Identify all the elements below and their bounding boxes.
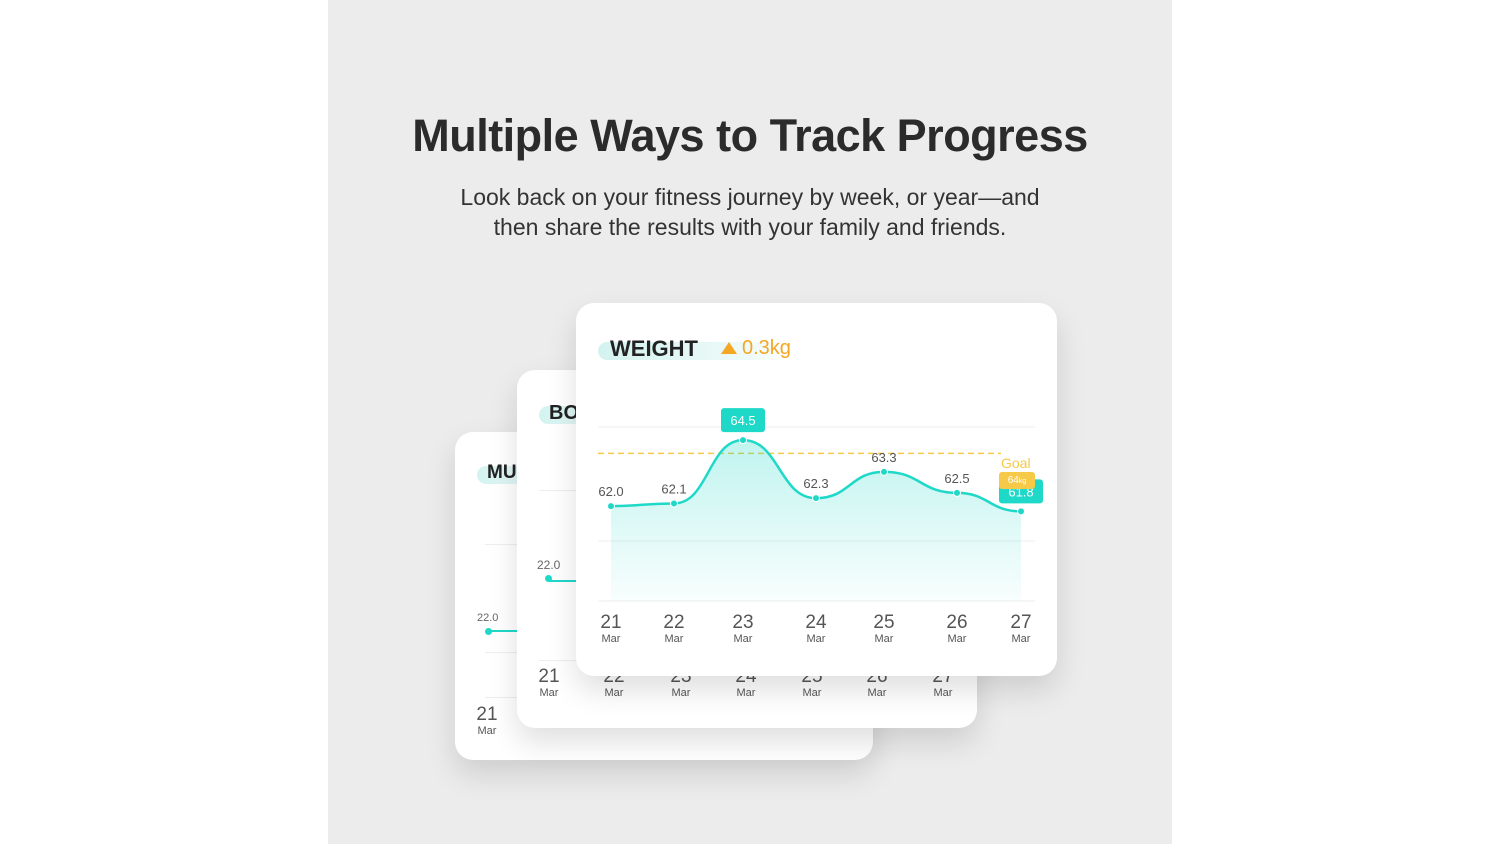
data-point xyxy=(739,436,747,445)
data-point xyxy=(953,488,961,497)
date-label: 23 Mar xyxy=(732,612,754,646)
date-label: 21 Mar xyxy=(600,612,622,646)
card-title: WEIGHT xyxy=(610,336,698,361)
card-title: MU xyxy=(487,462,517,483)
data-point xyxy=(880,467,888,476)
triangle-up-icon xyxy=(721,342,737,354)
data-point xyxy=(1017,507,1025,516)
data-label: 62.1 xyxy=(661,481,686,496)
page-title: Multiple Ways to Track Progress xyxy=(412,110,1088,161)
data-point xyxy=(670,499,678,508)
data-label: 63.3 xyxy=(871,450,896,465)
date-label: 27 Mar xyxy=(1010,612,1032,646)
data-label: 62.5 xyxy=(944,471,969,486)
data-point xyxy=(485,628,492,635)
date-label: 26 Mar xyxy=(946,612,968,646)
data-point xyxy=(607,502,615,511)
data-label: 64.5 xyxy=(730,413,755,428)
date-label: 21 Mar xyxy=(538,666,560,700)
weight-card[interactable]: WEIGHT 0.3kg 62.0 62.1 64.5 62.3 63.3 62.5 61.… xyxy=(576,303,1057,676)
subtitle-line: then share the results with your family … xyxy=(493,214,1007,240)
weight-change: 0.3kg xyxy=(742,337,791,359)
date-label: 25 Mar xyxy=(873,612,895,646)
page-subtitle: Look back on your fitness journey by wee… xyxy=(400,182,1100,242)
data-label: 62.0 xyxy=(598,484,623,499)
date-label: 24 Mar xyxy=(805,612,827,646)
data-point xyxy=(812,494,820,503)
value-badge xyxy=(721,408,765,433)
goal-label: Goal xyxy=(1001,455,1031,471)
data-label: 62.3 xyxy=(803,476,828,491)
date-label: 22 Mar xyxy=(663,612,685,646)
value-label: 22.0 xyxy=(477,612,499,624)
value-label: 22.0 xyxy=(537,558,561,572)
card-title: BO xyxy=(549,402,579,424)
title-pill xyxy=(598,342,788,360)
data-point xyxy=(545,575,552,582)
subtitle-line: Look back on your fitness journey by wee… xyxy=(460,184,1040,210)
chart-area xyxy=(611,440,1021,601)
date-label: 21 Mar xyxy=(476,704,498,738)
goal-badge: 64kg xyxy=(999,472,1035,489)
